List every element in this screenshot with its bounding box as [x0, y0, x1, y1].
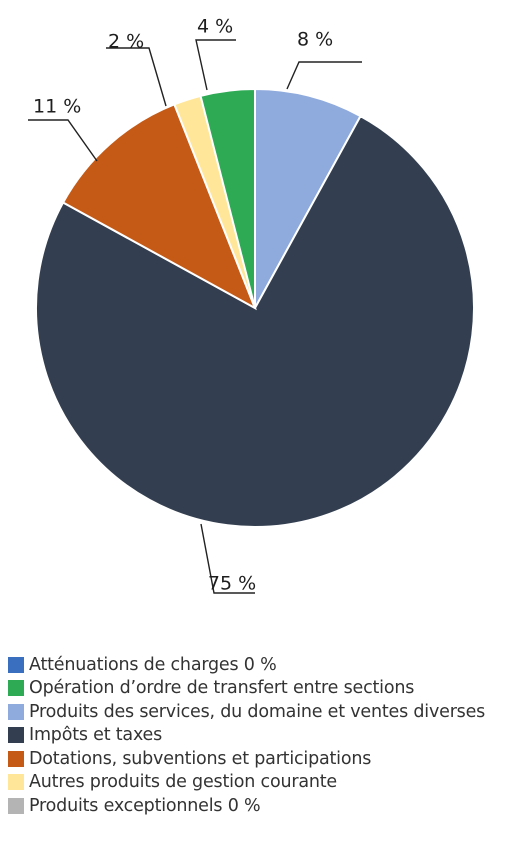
legend-item: Impôts et taxes [8, 724, 485, 748]
legend-item: Opération d’ordre de transfert entre sec… [8, 677, 485, 701]
legend-item: Autres produits de gestion courante [8, 771, 485, 795]
pie-slice [199, 87, 256, 309]
legend-label: Atténuations de charges 0 % [29, 654, 277, 675]
legend-label: Impôts et taxes [29, 725, 163, 746]
legend-swatch [8, 656, 24, 673]
legend-swatch [8, 680, 24, 697]
leader-line [28, 119, 98, 162]
legend-swatch [8, 750, 24, 767]
pie-slice [254, 87, 362, 309]
legend-swatch [8, 727, 24, 744]
legend-swatch [8, 774, 24, 791]
legend-item: Produits des services, du domaine et ven… [8, 700, 485, 724]
pie-slice [61, 103, 257, 311]
leader-line [195, 39, 236, 91]
data-label: 4 % [197, 16, 233, 38]
leader-line [286, 61, 362, 90]
legend-item: Dotations, subventions et participations [8, 747, 485, 771]
data-label: 11 % [33, 96, 81, 118]
legend-label: Dotations, subventions et participations [29, 748, 372, 769]
data-label: 8 % [297, 29, 333, 51]
pie-labels: 8 % 75 % 11 % 2 % 4 % [28, 16, 362, 595]
data-label: 2 % [108, 31, 144, 53]
leader-line [200, 523, 255, 594]
leader-line [106, 47, 167, 107]
legend-item: Produits exceptionnels 0 % [8, 794, 485, 818]
legend-label: Produits des services, du domaine et ven… [29, 701, 486, 722]
legend-swatch [8, 703, 24, 720]
legend: Atténuations de charges 0 % Opération d’… [8, 653, 485, 818]
legend-item: Atténuations de charges 0 % [8, 653, 485, 677]
legend-swatch [8, 797, 24, 814]
legend-label: Autres produits de gestion courante [29, 772, 337, 793]
pie-slices [35, 87, 475, 528]
pie-slice [35, 114, 475, 528]
legend-label: Produits exceptionnels 0 % [29, 795, 261, 816]
legend-label: Opération d’ordre de transfert entre sec… [29, 678, 415, 699]
pie-chart: 8 % 75 % 11 % 2 % 4 % [28, 16, 475, 595]
data-label: 75 % [208, 573, 256, 595]
